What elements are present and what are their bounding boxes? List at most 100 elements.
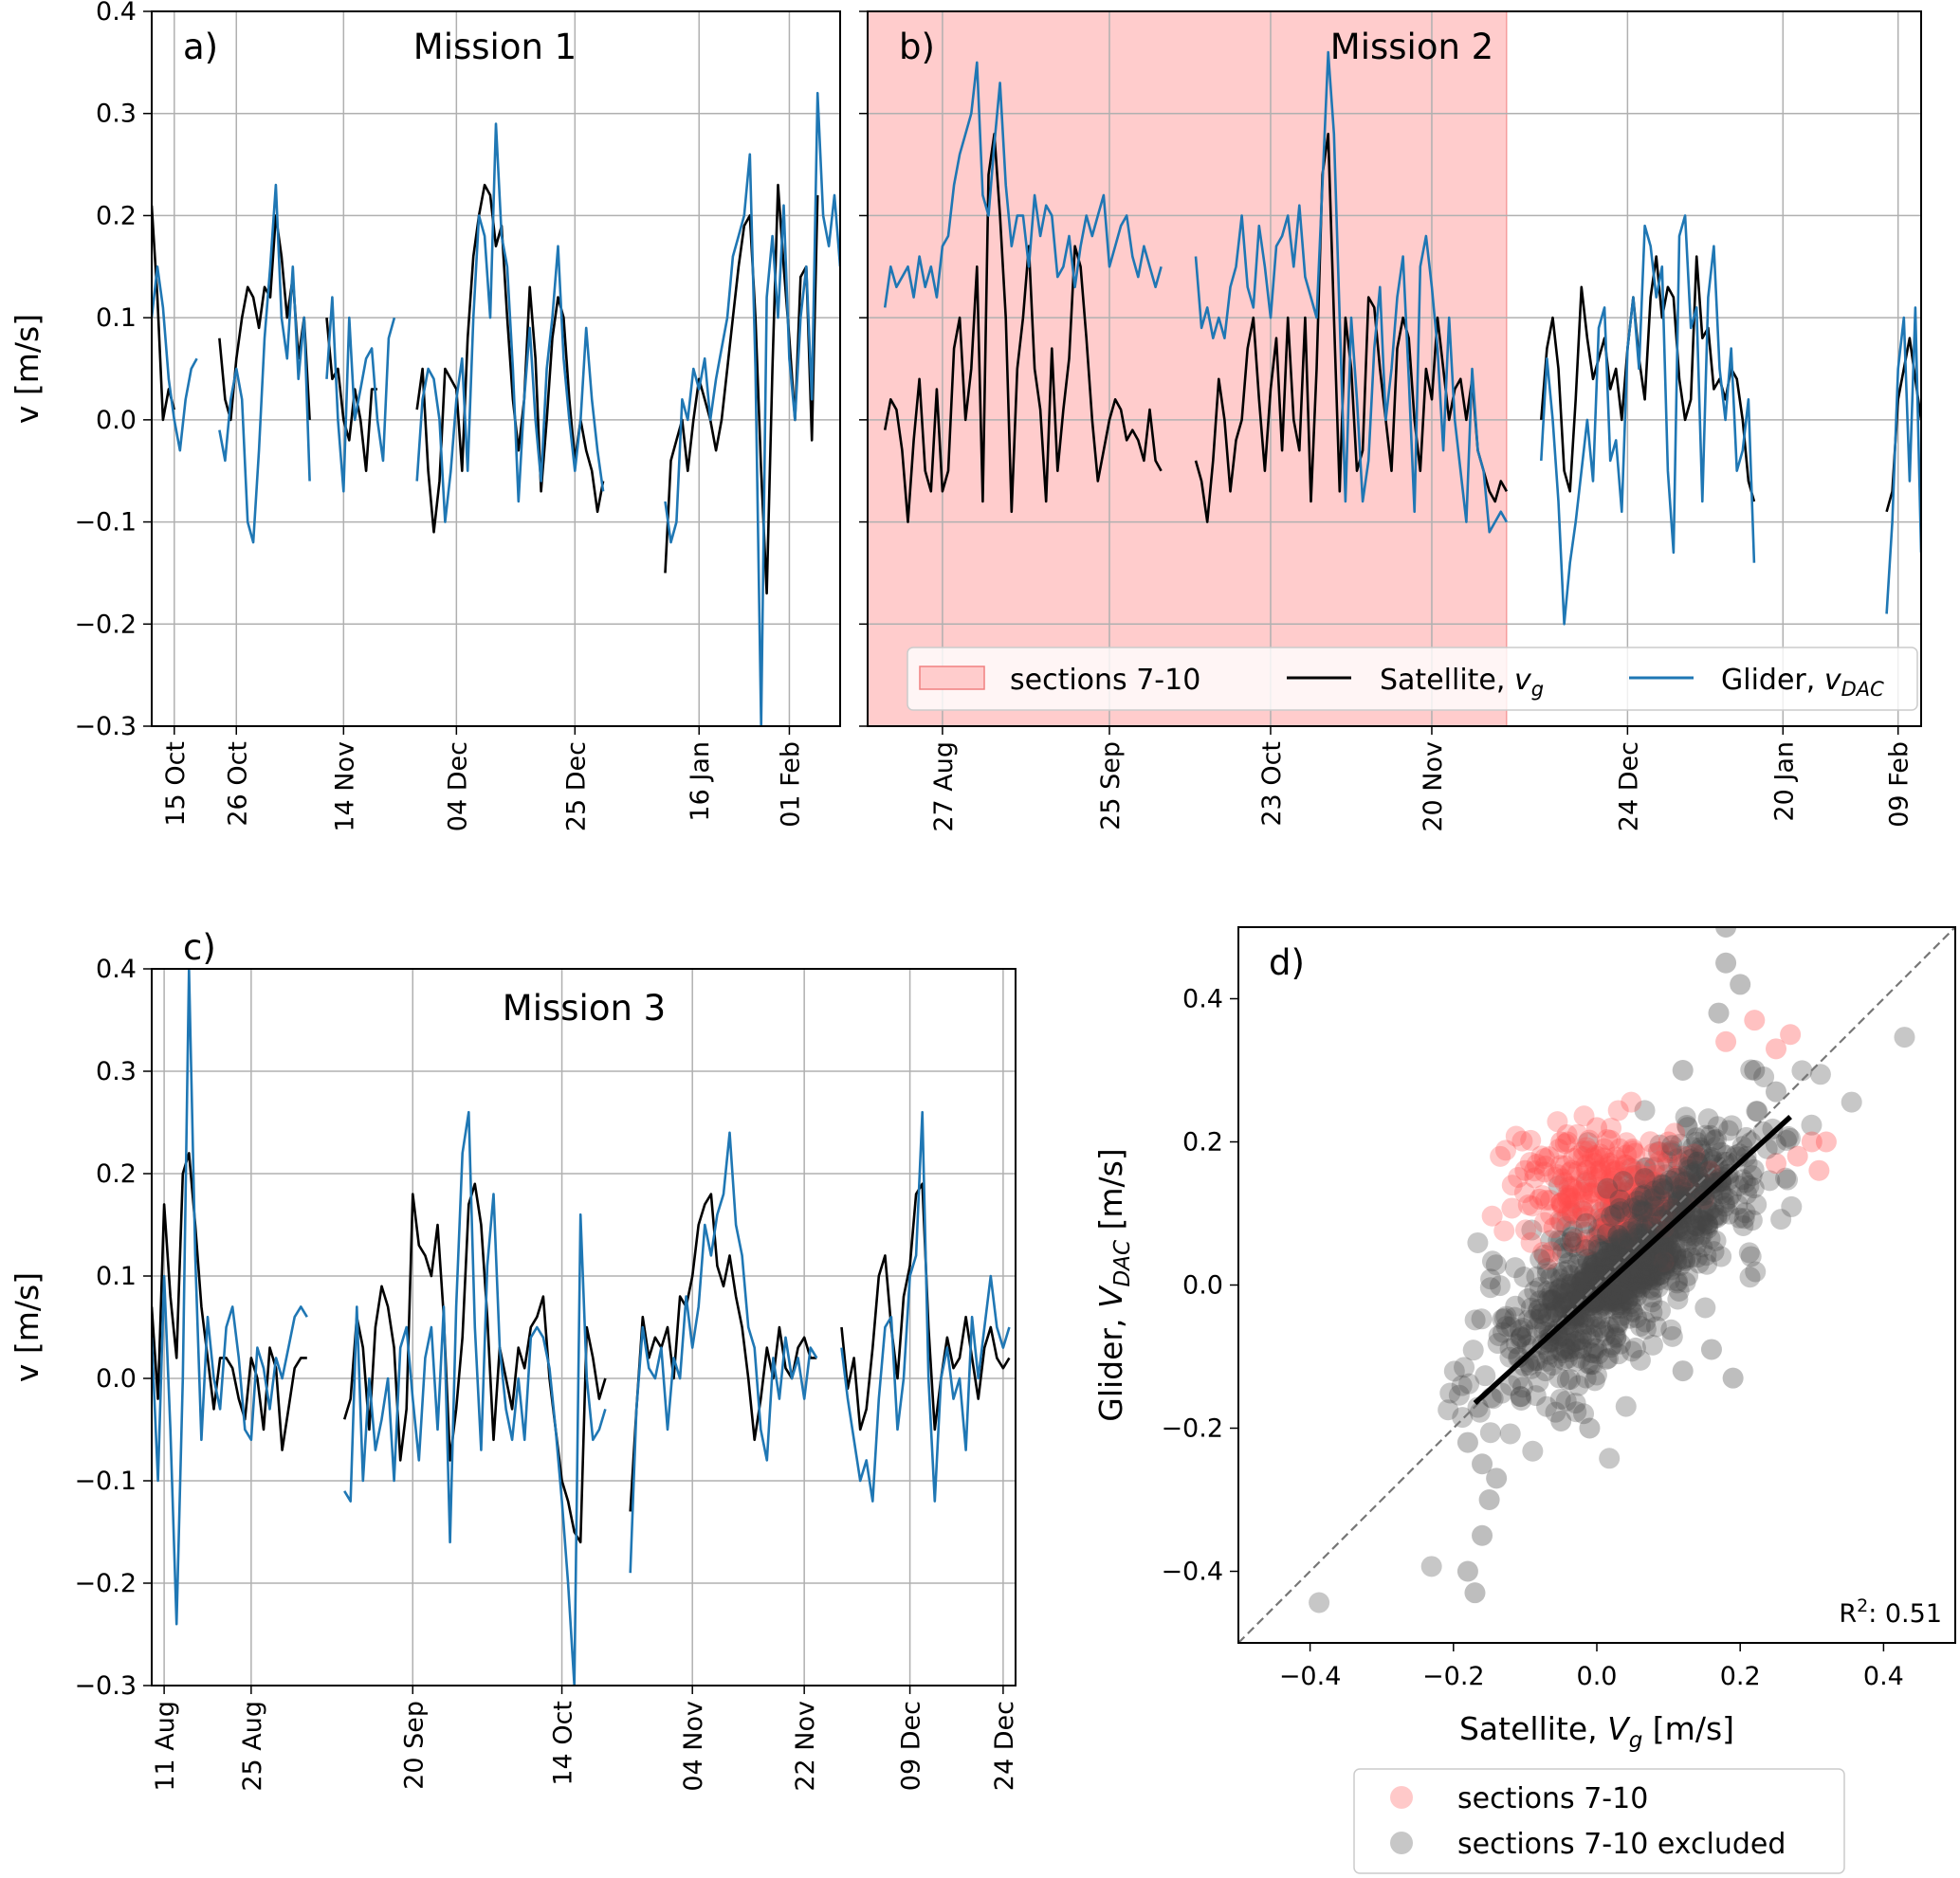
scatter-point-excluded [1644,1185,1666,1207]
legend-box [1353,1768,1845,1874]
scatter-point-excluded [1685,1234,1707,1256]
scatter-point-excluded [1525,1317,1547,1339]
scatter-point-sections [1683,1143,1705,1165]
scatter-point-excluded [1703,1197,1725,1219]
panel-c: −0.3 −0.2 −0.1 0.0 0.1 0.2 0.3 0.4 11 Aug 25 Aug 2… [9,927,1019,1792]
scatter-point-excluded [1647,1276,1669,1298]
scatter-point-excluded [1703,1129,1725,1151]
scatter-point-excluded [1598,1317,1620,1339]
scatter-point-sections [1568,1144,1590,1166]
scatter-point-excluded [1508,1368,1530,1390]
scatter-point-excluded [1697,1201,1719,1223]
scatter-point-excluded [1596,1348,1618,1370]
scatter-point-excluded [1467,1396,1489,1418]
scatter-point-sections [1490,1145,1511,1167]
scatter-point-excluded [1654,1180,1676,1202]
scatter-point-excluded [1517,1309,1539,1331]
scatter-point-sections [1551,1168,1573,1190]
scatter-point-excluded [1492,1308,1513,1330]
scatter-point-excluded [1558,1291,1580,1313]
scatter-point-sections [1526,1154,1548,1176]
scatter-point-excluded [1642,1191,1664,1212]
scatter-point-sections [1568,1207,1590,1229]
legend-swatch-shade [919,666,985,690]
scatter-point-sections [1604,1176,1626,1197]
scatter-point-sections [1622,1189,1644,1211]
scatter-point-sections [1501,1197,1523,1219]
scatter-point-excluded [1686,1151,1708,1173]
scatter-point-excluded [1602,1285,1623,1306]
scatter-point-sections [1576,1229,1598,1250]
scatter-point-sections [1559,1161,1581,1183]
scatter-point-excluded [1697,1108,1719,1130]
scatter-point-excluded [1690,1140,1712,1161]
series-line-segment [342,1182,607,1544]
scatter-point-excluded [1727,1194,1749,1215]
scatter-point-sections [1594,1194,1616,1215]
scatter-point-excluded [1560,1333,1582,1355]
scatter-point-excluded [1714,1195,1736,1217]
scatter-point-excluded [1733,1208,1755,1230]
scatter-point-excluded [1560,1340,1582,1362]
scatter-point-excluded [1695,1253,1717,1275]
scatter-point-excluded [1654,1205,1676,1227]
scatter-point-excluded [1676,1222,1698,1244]
scatter-point-excluded [1578,1313,1600,1335]
scatter-point-sections [1616,1132,1638,1154]
scatter-point-excluded [1512,1317,1534,1339]
scatter-point-excluded [1548,1367,1570,1389]
scatter-point-excluded [1617,1289,1639,1311]
scatter-point-excluded [1640,1259,1662,1281]
scatter-point-excluded [1487,1333,1509,1355]
scatter-point-excluded [1585,1252,1607,1274]
scatter-point-excluded [1660,1242,1682,1264]
y-tick-label: −0.3 [74,1671,137,1701]
scatter-point-excluded [1638,1251,1659,1273]
series-line-segment [415,122,605,523]
scatter-point-excluded [1538,1343,1560,1365]
scatter-point-excluded [1529,1276,1550,1298]
scatter-point-excluded [1624,1272,1646,1294]
scatter-point-sections [1618,1179,1639,1201]
scatter-point-excluded [1640,1286,1662,1308]
scatter-point-sections [1628,1164,1650,1186]
scatter-point-excluded [1530,1304,1552,1325]
series-line-segment [1540,214,1756,626]
scatter-point-excluded [1552,1342,1574,1364]
scatter-point-excluded [1554,1336,1576,1358]
scatter-point-excluded [1478,1489,1500,1510]
scatter-point-sections [1656,1141,1677,1163]
plot-frame [1237,926,1956,1644]
scatter-point-excluded [1571,1271,1593,1293]
scatter-point-excluded [1708,1002,1730,1024]
series-line-segment [883,133,1163,523]
scatter-point-sections [1572,1146,1594,1168]
scatter-point-sections [1558,1199,1580,1221]
scatter-point-excluded [1658,1194,1679,1216]
scatter-point-excluded [1657,1252,1678,1274]
x-tick-label: 09 Dec [897,1701,926,1791]
scatter-point-sections [1583,1182,1604,1204]
scatter-point-excluded [1641,1291,1663,1313]
scatter-point-sections [1635,1184,1657,1206]
y-tick-label: −0.3 [74,712,137,741]
scatter-point-sections [1575,1176,1597,1197]
scatter-point-excluded [1309,1592,1330,1614]
scatter-point-excluded [1560,1265,1582,1286]
scatter-point-excluded [1558,1252,1580,1274]
scatter-point-excluded [1894,1027,1915,1048]
scatter-point-sections [1533,1148,1555,1170]
scatter-point-excluded [1492,1322,1513,1343]
scatter-point-excluded [1692,1224,1713,1246]
scatter-point-sections [1652,1179,1674,1201]
scatter-point-excluded [1732,1169,1754,1191]
scatter-point-sections [1766,1038,1786,1060]
scatter-point-sections [1637,1203,1658,1225]
scatter-point-excluded [1700,1339,1722,1360]
scatter-point-sections [1582,1181,1603,1203]
scatter-point-excluded [1556,1215,1578,1237]
scatter-point-excluded [1682,1137,1704,1158]
scatter-point-excluded [1666,1272,1688,1294]
scatter-point-excluded [1677,1265,1699,1286]
scatter-point-sections [1529,1188,1550,1210]
